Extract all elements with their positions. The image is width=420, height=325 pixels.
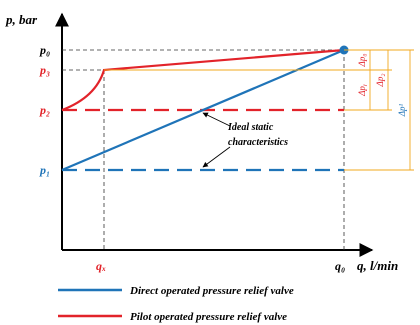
tick-qy: qₓ	[96, 259, 106, 273]
delta-brackets	[104, 49, 414, 171]
legend-pilot-label: Pilot operated pressure relief valve	[130, 311, 287, 323]
delta-py-label: Δpᵧ	[357, 84, 367, 97]
x-axis-label: q, l/min	[357, 258, 398, 273]
delta-p0-label: Δp₀	[357, 54, 367, 68]
legend-direct-label: Direct operated pressure relief valve	[129, 285, 294, 297]
annotation-arrow-down	[202, 146, 231, 168]
pilot-curve	[61, 48, 345, 112]
annotation-arrow-up	[202, 112, 231, 127]
tick-p1: p₁	[39, 163, 50, 177]
annotation-line-1: Ideal static	[227, 122, 274, 133]
tick-p0: p₀	[39, 43, 50, 57]
delta-p2-label: Δp₂	[375, 74, 385, 88]
delta-p1-label: Δp¹	[397, 103, 407, 117]
tick-p2: p₂	[39, 103, 50, 117]
tick-q0: q₀	[335, 259, 345, 273]
tick-p3: p₃	[39, 63, 50, 77]
y-axis-label: p, bar	[5, 12, 38, 27]
annotation-line-2: characteristics	[228, 137, 288, 148]
